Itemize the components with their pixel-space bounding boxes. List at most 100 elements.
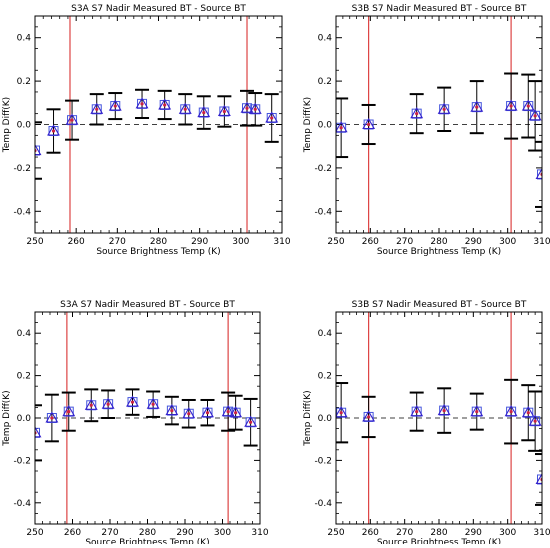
square-marker xyxy=(35,427,40,438)
chart-title: S3B S7 Nadir Measured BT - Source BT xyxy=(352,4,527,14)
x-tick-label: 310 xyxy=(533,237,550,247)
dot-marker xyxy=(205,411,210,415)
y-tick-label: 0.0 xyxy=(17,121,32,131)
triangle-marker xyxy=(336,406,348,418)
triangle-marker xyxy=(182,407,196,419)
data-point xyxy=(164,395,179,426)
x-axis-label: Source Brightness Temp (K) xyxy=(85,538,209,544)
triangle-marker xyxy=(528,414,542,426)
x-tick-label: 260 xyxy=(68,237,85,247)
data-point xyxy=(504,72,519,140)
dot-marker xyxy=(367,122,371,127)
triangle-marker xyxy=(229,406,243,418)
data-point xyxy=(61,391,76,432)
data-point xyxy=(44,393,59,443)
square-marker xyxy=(537,474,542,485)
triangle-marker xyxy=(47,124,60,136)
triangle-marker xyxy=(521,99,535,111)
dot-marker xyxy=(163,103,167,107)
data-point xyxy=(217,95,232,128)
data-point xyxy=(157,89,172,121)
triangle-marker xyxy=(62,405,76,417)
x-tick-label: 270 xyxy=(396,528,413,538)
y-tick-label: -0.4 xyxy=(13,499,31,509)
dot-marker xyxy=(151,402,155,406)
data-point xyxy=(221,391,236,432)
chart-title: S3A S7 Nadir Measured BT - Source BT xyxy=(71,4,246,14)
triangle-marker xyxy=(410,405,424,417)
data-point xyxy=(504,378,519,445)
dot-marker xyxy=(249,420,253,424)
data-point xyxy=(65,99,80,141)
chart-title: S3A S7 Nadir Measured BT - Source BT xyxy=(60,300,235,310)
x-tick-label: 250 xyxy=(327,237,344,247)
dot-marker xyxy=(475,105,479,109)
data-point xyxy=(248,92,263,127)
triangle-marker xyxy=(362,117,376,130)
x-tick-label: 290 xyxy=(191,237,208,247)
triangle-marker xyxy=(178,102,192,114)
dot-marker xyxy=(106,402,110,406)
plot-frame xyxy=(335,311,543,525)
x-tick-label: 260 xyxy=(362,237,379,247)
triangle-marker xyxy=(197,105,211,118)
data-point xyxy=(46,108,61,154)
data-point xyxy=(135,88,150,119)
square-marker xyxy=(537,169,542,180)
x-axis-label: Source Brightness Temp (K) xyxy=(96,247,220,257)
dot-marker xyxy=(339,411,343,415)
x-tick-label: 310 xyxy=(533,528,550,538)
triangle-marker xyxy=(244,415,258,427)
x-tick-label: 290 xyxy=(176,528,193,538)
x-tick-label: 280 xyxy=(430,237,447,247)
triangle-marker xyxy=(165,403,179,416)
dot-marker xyxy=(187,412,191,416)
x-tick-label: 270 xyxy=(109,237,126,247)
data-point xyxy=(89,93,104,126)
x-axis-label: Source Brightness Temp (K) xyxy=(377,247,501,257)
data-point xyxy=(361,395,376,439)
y-tick-label: 0.2 xyxy=(318,77,332,87)
dot-marker xyxy=(51,129,56,133)
dot-marker xyxy=(95,107,99,111)
data-point xyxy=(521,73,536,139)
y-tick-label: 0.4 xyxy=(17,34,32,44)
dot-marker xyxy=(113,104,117,108)
triangle-marker xyxy=(240,101,254,113)
dot-marker xyxy=(533,419,537,423)
data-point xyxy=(361,103,376,146)
chart-panel-2: S3B S7 Nadir Measured BT - Source BT Sour… xyxy=(303,4,550,257)
dot-marker xyxy=(89,403,93,407)
dot-marker xyxy=(50,416,54,420)
y-tick-label: 0.2 xyxy=(17,77,31,87)
triangle-marker xyxy=(265,111,279,123)
triangle-marker xyxy=(535,167,542,179)
plot-frame xyxy=(34,15,283,234)
triangle-marker xyxy=(521,406,535,418)
x-tick-label: 250 xyxy=(26,237,43,247)
data-point xyxy=(437,86,452,133)
plot-area xyxy=(35,312,260,524)
data-point xyxy=(146,390,161,418)
x-tick-label: 290 xyxy=(465,237,482,247)
x-tick-label: 270 xyxy=(101,528,118,538)
triangle-marker xyxy=(135,97,149,109)
triangle-marker xyxy=(217,104,231,117)
triangle-marker xyxy=(84,398,98,410)
triangle-marker xyxy=(35,143,42,156)
triangle-marker xyxy=(90,102,104,114)
dot-marker xyxy=(367,415,371,419)
dot-marker xyxy=(526,411,530,415)
data-point xyxy=(108,92,123,121)
triangle-marker xyxy=(528,109,542,121)
x-tick-label: 300 xyxy=(499,237,516,247)
data-point xyxy=(228,394,243,431)
square-marker xyxy=(35,145,40,156)
plot-frame xyxy=(335,15,543,234)
dot-marker xyxy=(202,110,206,115)
y-tick-label: 0.4 xyxy=(318,329,333,339)
dot-marker xyxy=(183,107,187,111)
data-point xyxy=(101,389,116,419)
